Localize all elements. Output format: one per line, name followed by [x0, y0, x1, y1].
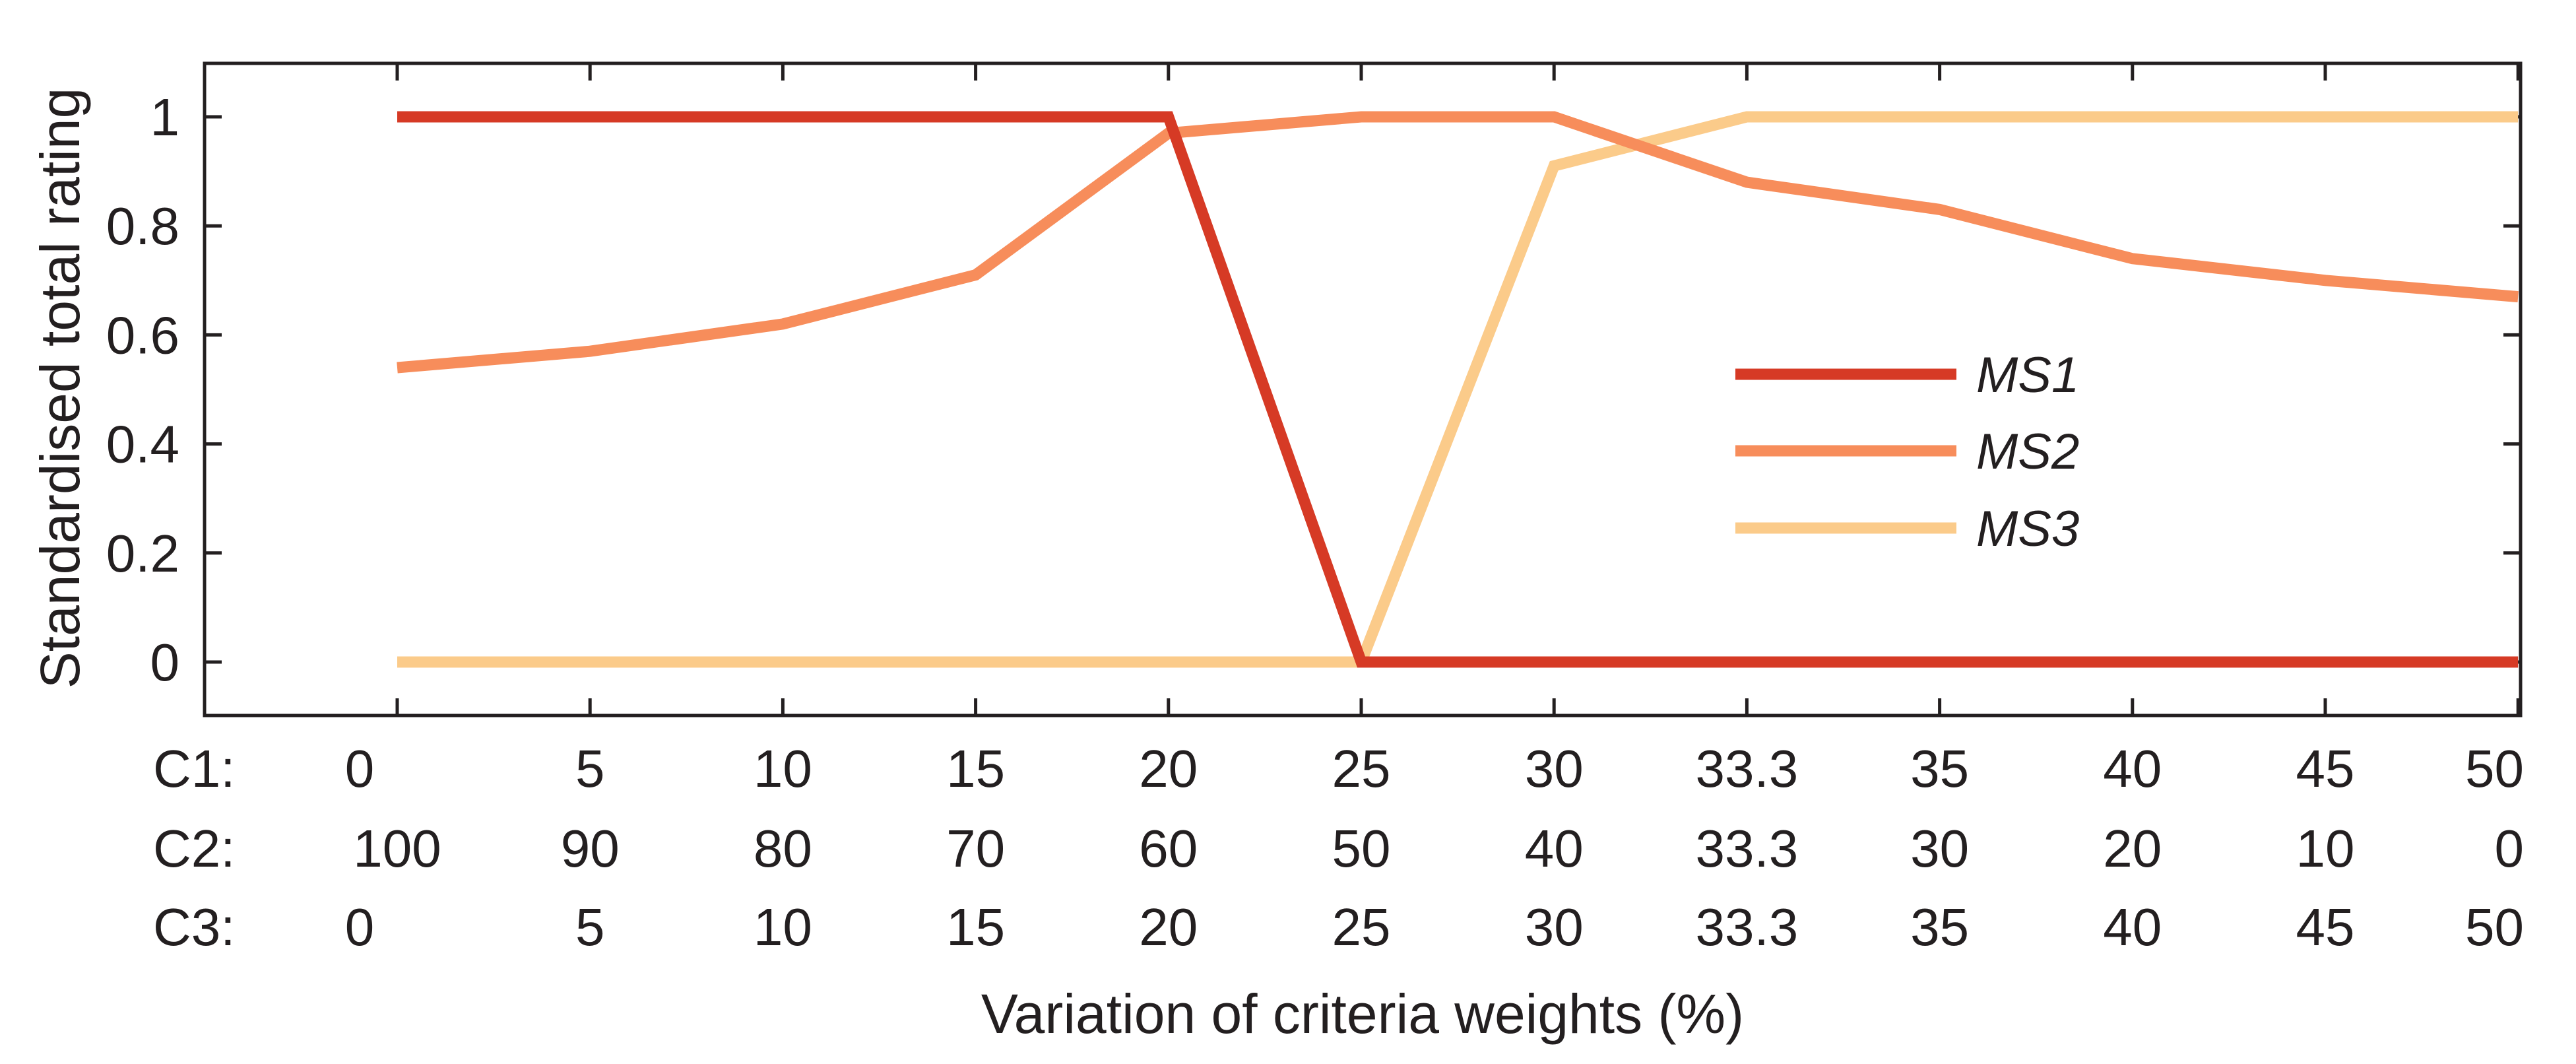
x-row-3-tick-1: 5	[575, 898, 605, 956]
series-lines	[397, 111, 2519, 668]
ytick-label-0: 0	[150, 633, 180, 692]
tick-marks	[205, 63, 2521, 715]
x-row-2-tick-11: 0	[2495, 819, 2525, 878]
ytick-label-1: 1	[150, 88, 180, 147]
x-row-2-tick-2: 80	[754, 819, 812, 878]
x-row-3-tick-6: 30	[1525, 898, 1584, 956]
x-row-1-tick-1: 5	[575, 739, 605, 798]
x-row-2-tick-1: 90	[561, 819, 620, 878]
x-row-1-tick-9: 40	[2103, 739, 2162, 798]
x-row-3-tick-0: 0	[345, 898, 375, 956]
x-row-3-tick-10: 45	[2296, 898, 2355, 956]
x-row-2-tick-0: 100	[353, 819, 441, 878]
x-row-3-tick-5: 25	[1332, 898, 1391, 956]
series-line-ms3	[397, 111, 2519, 668]
x-axis-title: Variation of criteria weights (%)	[981, 983, 1744, 1045]
legend-label-ms3: MS3	[1976, 501, 2079, 557]
x-row-2-tick-9: 20	[2103, 819, 2162, 878]
ytick-label-0.6: 0.6	[106, 306, 179, 364]
x-row-1-tick-7: 33.3	[1696, 739, 1799, 798]
x-row-label-1: C1:	[153, 739, 236, 798]
y-axis-title: Standardised total rating	[29, 88, 91, 689]
x-row-1-tick-4: 20	[1139, 739, 1198, 798]
x-row-2-tick-3: 70	[946, 819, 1005, 878]
x-row-1-tick-11: 50	[2465, 739, 2524, 798]
x-row-1-tick-0: 0	[345, 739, 375, 798]
x-row-1-tick-8: 35	[1910, 739, 1969, 798]
x-row-3-tick-3: 15	[946, 898, 1005, 956]
x-row-3-tick-7: 33.3	[1696, 898, 1799, 956]
x-row-2-tick-8: 30	[1910, 819, 1969, 878]
x-row-2-tick-5: 50	[1332, 819, 1391, 878]
ytick-label-0.2: 0.2	[106, 524, 179, 583]
x-row-2-tick-10: 10	[2296, 819, 2355, 878]
ytick-label-0.4: 0.4	[106, 415, 179, 474]
series-line-ms1	[397, 111, 2519, 668]
x-row-3-tick-8: 35	[1910, 898, 1969, 956]
x-row-2-tick-4: 60	[1139, 819, 1198, 878]
legend: MS1 MS2 MS3	[1735, 347, 2079, 557]
x-row-1-tick-3: 15	[946, 739, 1005, 798]
x-row-label-2: C2:	[153, 819, 236, 878]
x-row-3-tick-4: 20	[1139, 898, 1198, 956]
plot-area-frame	[203, 61, 2523, 717]
ytick-label-0.8: 0.8	[106, 197, 179, 255]
x-row-label-3: C3:	[153, 898, 236, 956]
x-row-1-tick-10: 45	[2296, 739, 2355, 798]
legend-label-ms2: MS2	[1976, 424, 2079, 480]
x-row-1-tick-2: 10	[754, 739, 812, 798]
x-row-3-tick-9: 40	[2103, 898, 2162, 956]
x-row-2-tick-7: 33.3	[1696, 819, 1799, 878]
x-row-1-tick-6: 30	[1525, 739, 1584, 798]
x-row-1-tick-5: 25	[1332, 739, 1391, 798]
x-row-2-tick-6: 40	[1525, 819, 1584, 878]
x-row-3-tick-2: 10	[754, 898, 812, 956]
series-line-ms2	[397, 111, 2519, 374]
legend-label-ms1: MS1	[1976, 347, 2079, 403]
x-row-3-tick-11: 50	[2465, 898, 2524, 956]
y-tick-labels: 0 0.2 0.4 0.6 0.8 1	[106, 88, 179, 692]
